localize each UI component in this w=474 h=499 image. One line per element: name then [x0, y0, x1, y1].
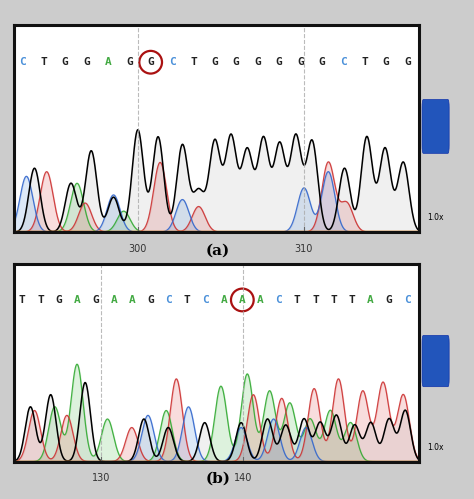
Text: C: C	[340, 57, 346, 67]
Text: G: G	[319, 57, 325, 67]
Text: T: T	[349, 295, 356, 305]
Text: G: G	[147, 295, 154, 305]
Text: G: G	[233, 57, 239, 67]
Text: A: A	[129, 295, 136, 305]
Text: A: A	[104, 57, 111, 67]
Text: (b): (b)	[206, 472, 230, 486]
Text: C: C	[202, 295, 209, 305]
Text: G: G	[275, 57, 283, 67]
Text: (a): (a)	[206, 244, 230, 258]
Text: C: C	[169, 57, 175, 67]
Text: C: C	[19, 57, 26, 67]
Text: G: G	[297, 57, 304, 67]
Text: G: G	[211, 57, 218, 67]
Text: A: A	[74, 295, 81, 305]
Text: G: G	[55, 295, 63, 305]
Text: 140: 140	[234, 474, 252, 484]
Text: 1.0x: 1.0x	[428, 443, 444, 452]
Text: 310: 310	[295, 245, 313, 254]
Text: T: T	[361, 57, 368, 67]
Text: C: C	[404, 295, 410, 305]
Text: 300: 300	[128, 245, 147, 254]
Text: G: G	[92, 295, 99, 305]
Text: T: T	[19, 295, 26, 305]
Text: T: T	[184, 295, 191, 305]
Text: T: T	[190, 57, 197, 67]
Text: C: C	[275, 295, 283, 305]
Text: G: G	[404, 57, 410, 67]
Text: G: G	[126, 57, 133, 67]
Text: A: A	[220, 295, 228, 305]
Text: T: T	[37, 295, 44, 305]
Text: A: A	[110, 295, 118, 305]
FancyBboxPatch shape	[422, 335, 449, 387]
Text: G: G	[62, 57, 68, 67]
Text: A: A	[367, 295, 374, 305]
Text: G: G	[147, 57, 154, 67]
Text: A: A	[239, 295, 246, 305]
Text: A: A	[257, 295, 264, 305]
Text: C: C	[165, 295, 173, 305]
Text: G: G	[383, 57, 389, 67]
Text: T: T	[312, 295, 319, 305]
Text: 1.0x: 1.0x	[428, 213, 444, 222]
Text: 130: 130	[92, 474, 110, 484]
Text: G: G	[83, 57, 90, 67]
Text: T: T	[40, 57, 47, 67]
Text: T: T	[331, 295, 337, 305]
Text: T: T	[294, 295, 301, 305]
Text: G: G	[254, 57, 261, 67]
FancyBboxPatch shape	[422, 99, 449, 153]
Text: G: G	[386, 295, 392, 305]
